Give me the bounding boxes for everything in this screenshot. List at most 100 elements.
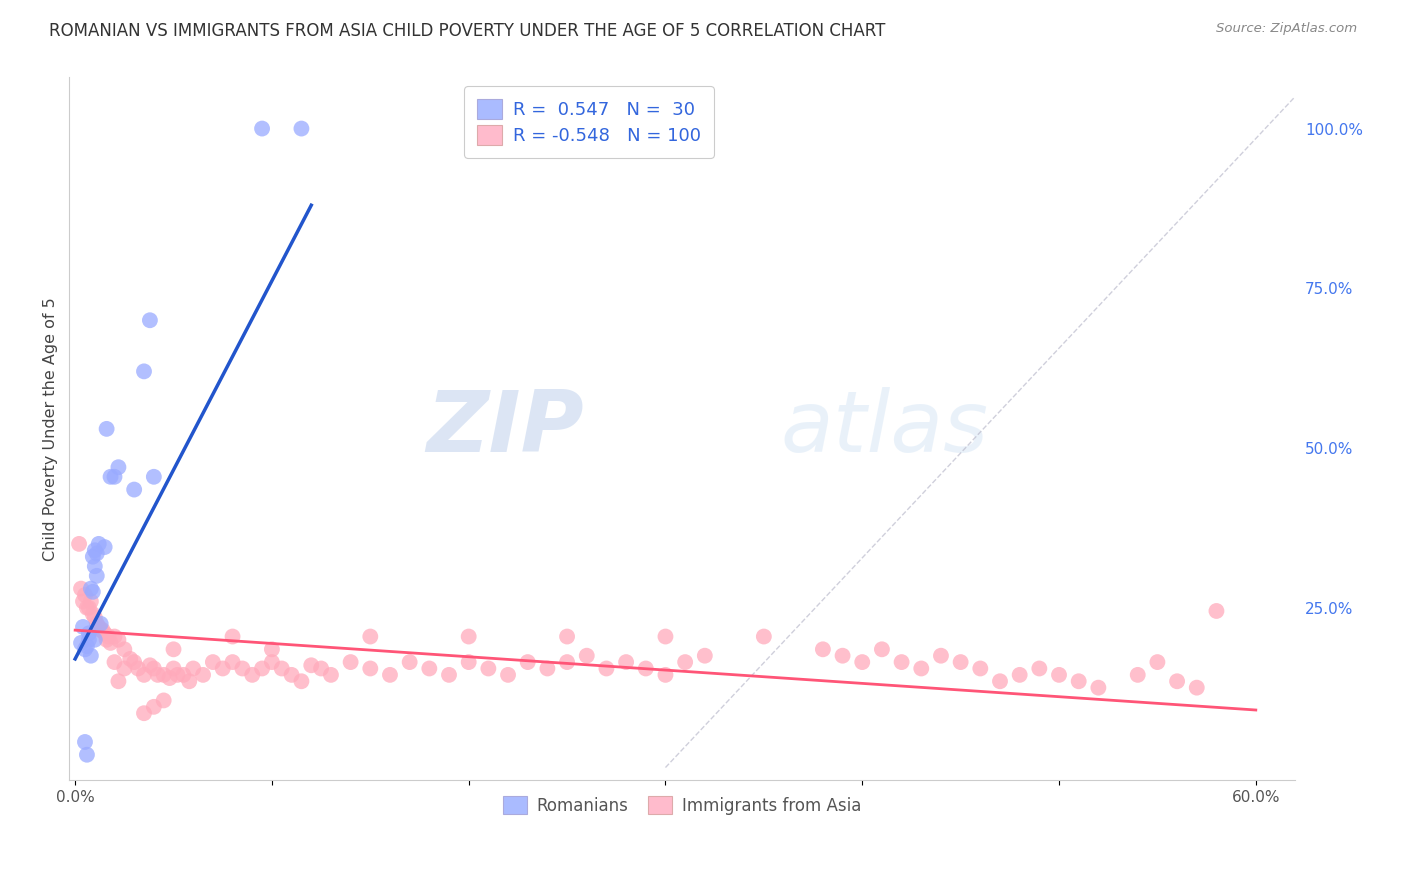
Point: [112, 642, 135, 657]
Point: [949, 655, 972, 669]
Point: [181, 661, 204, 675]
Point: [139, 658, 162, 673]
Point: [162, 642, 184, 657]
Point: [142, 699, 165, 714]
Point: [221, 655, 243, 669]
Point: [73, 588, 96, 602]
Point: [290, 674, 312, 689]
Point: [929, 648, 952, 663]
Point: [673, 655, 696, 669]
Point: [378, 668, 401, 682]
Point: [139, 313, 162, 327]
Point: [122, 483, 145, 497]
Text: ZIP: ZIP: [426, 387, 583, 470]
Point: [103, 630, 125, 644]
Point: [634, 661, 657, 675]
Text: atlas: atlas: [780, 387, 988, 470]
Point: [107, 674, 129, 689]
Point: [693, 648, 716, 663]
Point: [90, 616, 112, 631]
Point: [496, 668, 519, 682]
Point: [260, 655, 283, 669]
Point: [437, 668, 460, 682]
Point: [70, 582, 93, 596]
Point: [72, 594, 94, 608]
Point: [1067, 674, 1090, 689]
Point: [76, 747, 98, 762]
Point: [82, 607, 104, 622]
Point: [260, 642, 283, 657]
Point: [87, 620, 110, 634]
Point: [457, 630, 479, 644]
Point: [90, 623, 112, 637]
Point: [132, 668, 155, 682]
Point: [73, 642, 96, 657]
Point: [555, 630, 578, 644]
Point: [80, 648, 103, 663]
Point: [1008, 668, 1031, 682]
Point: [67, 537, 90, 551]
Point: [72, 620, 94, 634]
Point: [811, 642, 834, 657]
Text: Source: ZipAtlas.com: Source: ZipAtlas.com: [1216, 22, 1357, 36]
Point: [77, 626, 100, 640]
Point: [516, 655, 538, 669]
Point: [86, 616, 108, 631]
Point: [1126, 668, 1149, 682]
Point: [309, 661, 332, 675]
Point: [83, 543, 105, 558]
Y-axis label: Child Poverty Under the Age of 5: Child Poverty Under the Age of 5: [44, 297, 58, 561]
Point: [240, 668, 263, 682]
Point: [132, 364, 155, 378]
Point: [86, 569, 108, 583]
Point: [83, 559, 105, 574]
Point: [100, 470, 122, 484]
Point: [290, 121, 312, 136]
Point: [457, 655, 479, 669]
Point: [76, 600, 98, 615]
Point: [152, 668, 174, 682]
Point: [82, 549, 104, 564]
Point: [97, 630, 120, 644]
Point: [83, 632, 105, 647]
Point: [86, 546, 108, 560]
Point: [191, 668, 214, 682]
Point: [418, 661, 440, 675]
Point: [73, 735, 96, 749]
Point: [166, 668, 188, 682]
Point: [96, 422, 118, 436]
Point: [851, 655, 873, 669]
Point: [211, 661, 233, 675]
Point: [231, 661, 253, 675]
Point: [654, 630, 676, 644]
Point: [107, 632, 129, 647]
Point: [221, 630, 243, 644]
Point: [1047, 668, 1070, 682]
Point: [1146, 655, 1168, 669]
Point: [162, 661, 184, 675]
Point: [752, 630, 775, 644]
Point: [77, 632, 100, 647]
Point: [910, 661, 932, 675]
Point: [1028, 661, 1050, 675]
Point: [595, 661, 617, 675]
Point: [870, 642, 893, 657]
Point: [1185, 681, 1208, 695]
Point: [76, 639, 98, 653]
Legend: Romanians, Immigrants from Asia: Romanians, Immigrants from Asia: [494, 786, 872, 825]
Point: [359, 661, 381, 675]
Point: [555, 655, 578, 669]
Point: [122, 655, 145, 669]
Point: [100, 636, 122, 650]
Point: [250, 661, 273, 675]
Point: [120, 652, 142, 666]
Point: [96, 632, 118, 647]
Point: [1205, 604, 1227, 618]
Point: [969, 661, 991, 675]
Point: [142, 661, 165, 675]
Point: [280, 668, 302, 682]
Point: [319, 668, 342, 682]
Point: [250, 121, 273, 136]
Point: [80, 582, 103, 596]
Point: [127, 661, 149, 675]
